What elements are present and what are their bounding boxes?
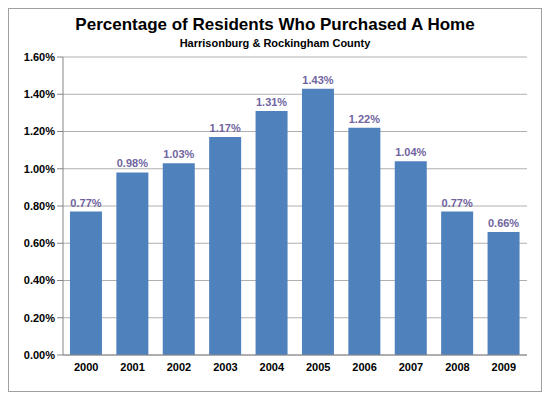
svg-text:1.03%: 1.03% (163, 148, 194, 160)
svg-text:1.60%: 1.60% (24, 51, 55, 63)
svg-text:0.80%: 0.80% (24, 200, 55, 212)
svg-text:2003: 2003 (213, 361, 237, 373)
svg-text:1.43%: 1.43% (302, 74, 333, 86)
svg-text:2005: 2005 (306, 361, 330, 373)
html-text:Percentage of Residents Who Pu: Percentage of Residents Who Purchased A … (75, 15, 475, 34)
svg-text:0.77%: 0.77% (442, 197, 473, 209)
svg-text:0.98%: 0.98% (117, 157, 148, 169)
svg-text:0.20%: 0.20% (24, 312, 55, 324)
svg-text:2007: 2007 (399, 361, 423, 373)
svg-text:1.20%: 1.20% (24, 125, 55, 137)
svg-text:2008: 2008 (445, 361, 469, 373)
svg-text:1.22%: 1.22% (349, 113, 380, 125)
svg-text:1.31%: 1.31% (256, 96, 287, 108)
svg-text:1.17%: 1.17% (210, 122, 241, 134)
svg-text:1.04%: 1.04% (395, 146, 426, 158)
svg-text:0.60%: 0.60% (24, 237, 55, 249)
svg-text:2002: 2002 (167, 361, 191, 373)
svg-text:0.66%: 0.66% (488, 217, 519, 229)
html-text:Harrisonburg & Rockingham Coun: Harrisonburg & Rockingham County (179, 37, 371, 49)
svg-text:0.77%: 0.77% (70, 197, 101, 209)
svg-text:2004: 2004 (260, 361, 285, 373)
svg-text:0.00%: 0.00% (24, 349, 55, 361)
svg-text:2006: 2006 (352, 361, 376, 373)
svg-text:0.40%: 0.40% (24, 274, 55, 286)
svg-text:1.00%: 1.00% (24, 163, 55, 175)
svg-text:2001: 2001 (120, 361, 144, 373)
svg-text:2009: 2009 (492, 361, 516, 373)
svg-text:1.40%: 1.40% (24, 88, 55, 100)
svg-text:2000: 2000 (74, 361, 98, 373)
